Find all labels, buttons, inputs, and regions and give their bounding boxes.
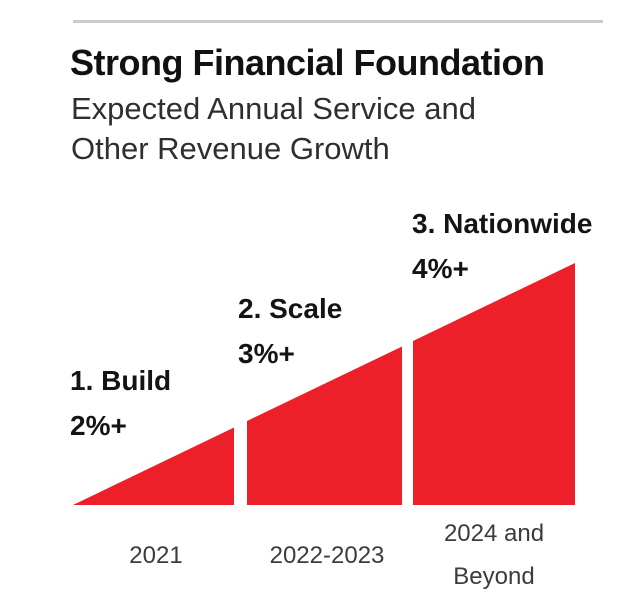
axis-label-2021: 2021 [129,534,182,577]
axis-label-2022-2023-text: 2022-2023 [269,542,385,569]
stage-label-nationwide: 3. Nationwide 4%+ [412,201,592,291]
growth-segment-scale [247,346,402,505]
axis-label-2024-line-2: Beyond [453,563,535,590]
page-title: Strong Financial Foundation [70,42,545,83]
stage-build-name: 1. Build [70,365,172,396]
axis-label-2024-line-1: 2024 and [443,520,545,547]
subtitle-line-1: Expected Annual Service and [71,91,476,126]
stage-label-scale: 2. Scale 3%+ [238,286,342,376]
stage-scale-name: 2. Scale [238,293,343,324]
stage-scale-value: 3%+ [238,338,295,369]
growth-segment-build [73,427,234,505]
page-subtitle: Expected Annual Service and Other Revenu… [71,89,476,169]
growth-segment-nationwide [413,263,575,505]
stage-nationwide-value: 4%+ [412,253,469,284]
subtitle-line-2: Other Revenue Growth [71,131,390,166]
header-divider [73,20,603,23]
axis-label-2022-2023: 2022-2023 [270,534,385,577]
axis-label-2024-beyond: 2024 and Beyond [444,512,544,598]
stage-label-build: 1. Build 2%+ [70,358,171,448]
stage-build-value: 2%+ [70,410,127,441]
stage-nationwide-name: 3. Nationwide [412,208,593,239]
axis-label-2021-text: 2021 [129,542,183,569]
